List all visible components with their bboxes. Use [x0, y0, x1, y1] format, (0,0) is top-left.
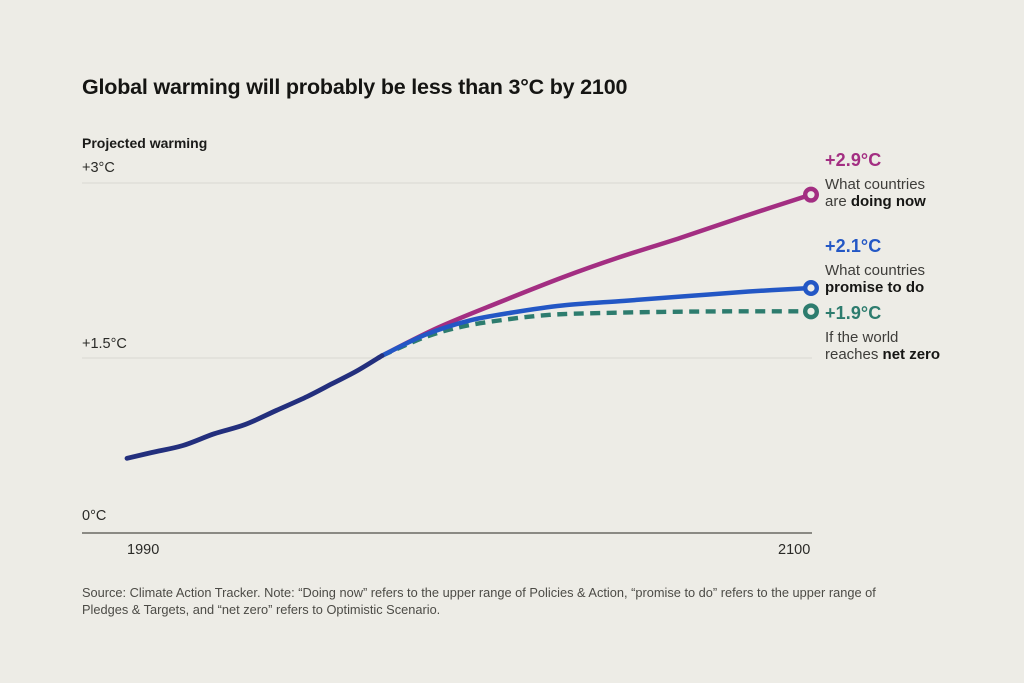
- annotation-net-zero: +1.9°C If the world reaches net zero: [825, 303, 940, 364]
- series-net-zero-line: [381, 309, 812, 358]
- y-tick-plus1-5c: +1.5°C: [82, 336, 127, 352]
- series-doing-now-endpoint-marker: [803, 186, 820, 203]
- annotation-doing-now: +2.9°C What countries are doing now: [825, 150, 926, 211]
- source-note: Source: Climate Action Tracker. Note: “D…: [82, 585, 876, 618]
- annotation-net-zero-desc-bold: net zero: [882, 346, 941, 364]
- annotation-promise: +2.1°C What countries promise to do: [825, 236, 925, 297]
- series-promise-line: [379, 285, 814, 358]
- x-tick-1990: 1990: [127, 542, 160, 558]
- y-tick-0c: 0°C: [82, 508, 107, 524]
- annotation-net-zero-desc-line2: reaches net zero: [825, 346, 940, 364]
- annotation-doing-now-desc-line1: What countries: [825, 175, 926, 193]
- x-tick-2100: 2100: [778, 542, 811, 558]
- chart-title: Global warming will probably be less tha…: [82, 75, 628, 99]
- annotation-promise-value: +2.1°C: [825, 236, 882, 256]
- annotation-doing-now-desc-regular: are: [825, 193, 851, 211]
- annotation-net-zero-value: +1.9°C: [825, 303, 882, 323]
- annotation-net-zero-desc-regular: reaches: [825, 346, 883, 364]
- annotation-doing-now-desc-line2: are doing now: [825, 193, 926, 211]
- y-axis-title: Projected warming: [82, 135, 208, 151]
- annotation-promise-desc-line1: What countries: [825, 261, 926, 279]
- y-tick-plus3c: +3°C: [82, 160, 115, 176]
- series-promise-endpoint-marker: [803, 280, 820, 297]
- series-doing-now-line: [379, 192, 814, 358]
- series-historical-line: [124, 353, 385, 461]
- annotation-doing-now-desc-bold: doing now: [850, 193, 926, 211]
- series-net-zero-endpoint-marker: [803, 303, 820, 320]
- annotation-net-zero-desc-line1: If the world: [825, 328, 899, 346]
- annotation-doing-now-value: +2.9°C: [825, 150, 882, 170]
- annotation-promise-desc-bold: promise to do: [825, 279, 925, 297]
- annotation-promise-desc-line2: promise to do: [825, 279, 925, 297]
